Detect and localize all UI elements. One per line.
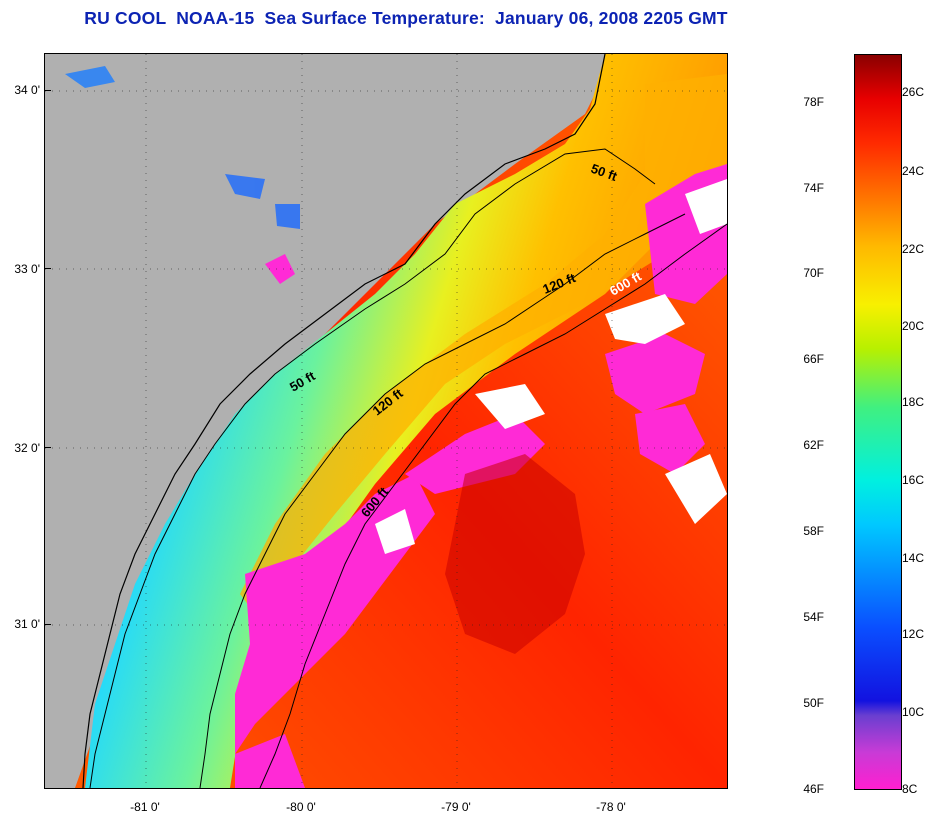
lat-label-31: 31 0': [14, 617, 40, 631]
colorbar-label-c: 16C: [902, 473, 925, 487]
lake-features: [65, 66, 300, 229]
lon-label-78: -78 0': [596, 800, 626, 814]
sst-map: 50 ft 120 ft 600 ft 50 ft 120 ft 600 ft: [44, 53, 728, 789]
contour-120ft: [199, 213, 686, 788]
midshelf-warm-band: [240, 74, 727, 614]
lon-label-80: -80 0': [286, 800, 316, 814]
gulf-stream-core: [445, 454, 585, 654]
temperature-colorbar: [854, 54, 902, 790]
lat-tick: [44, 90, 51, 91]
coastline: [82, 54, 606, 788]
colorbar-label-f: 54F: [803, 610, 824, 624]
lat-label-32: 32 0': [14, 441, 40, 455]
cloud-white-patches: [375, 179, 727, 554]
colorbar-label-c: 18C: [902, 395, 925, 409]
colorbar-label-f: 74F: [803, 181, 824, 195]
lat-tick: [44, 447, 51, 448]
lat-tick: [44, 268, 51, 269]
lat-label-34: 34 0': [14, 83, 40, 97]
contour-600ft: [259, 223, 727, 788]
colorbar-label-c: 14C: [902, 551, 925, 565]
colorbar-label-c: 24C: [902, 164, 925, 178]
colorbar-label-c: 8C: [902, 782, 918, 796]
contour-50ft: [89, 148, 656, 788]
colorbar-label-c: 22C: [902, 242, 925, 256]
colorbar-label-c: 12C: [902, 627, 925, 641]
lon-label-79: -79 0': [441, 800, 471, 814]
colorbar-label-c: 20C: [902, 319, 925, 333]
colorbar-label-f: 78F: [803, 95, 824, 109]
colorbar-label-f: 62F: [803, 438, 824, 452]
colorbar-label-c: 26C: [902, 85, 925, 99]
colorbar-label-f: 70F: [803, 266, 824, 280]
lat-tick: [44, 624, 51, 625]
colorbar-label-f: 58F: [803, 524, 824, 538]
colorbar-label-f: 66F: [803, 352, 824, 366]
colorbar-label-c: 10C: [902, 705, 925, 719]
lon-label-81: -81 0': [130, 800, 160, 814]
lat-label-33: 33 0': [14, 262, 40, 276]
colorbar-label-f: 50F: [803, 696, 824, 710]
chart-title: RU COOL NOAA-15 Sea Surface Temperature:…: [84, 8, 728, 28]
sst-map-canvas: 50 ft 120 ft 600 ft 50 ft 120 ft 600 ft: [45, 54, 727, 788]
colorbar-label-f: 46F: [803, 782, 824, 796]
